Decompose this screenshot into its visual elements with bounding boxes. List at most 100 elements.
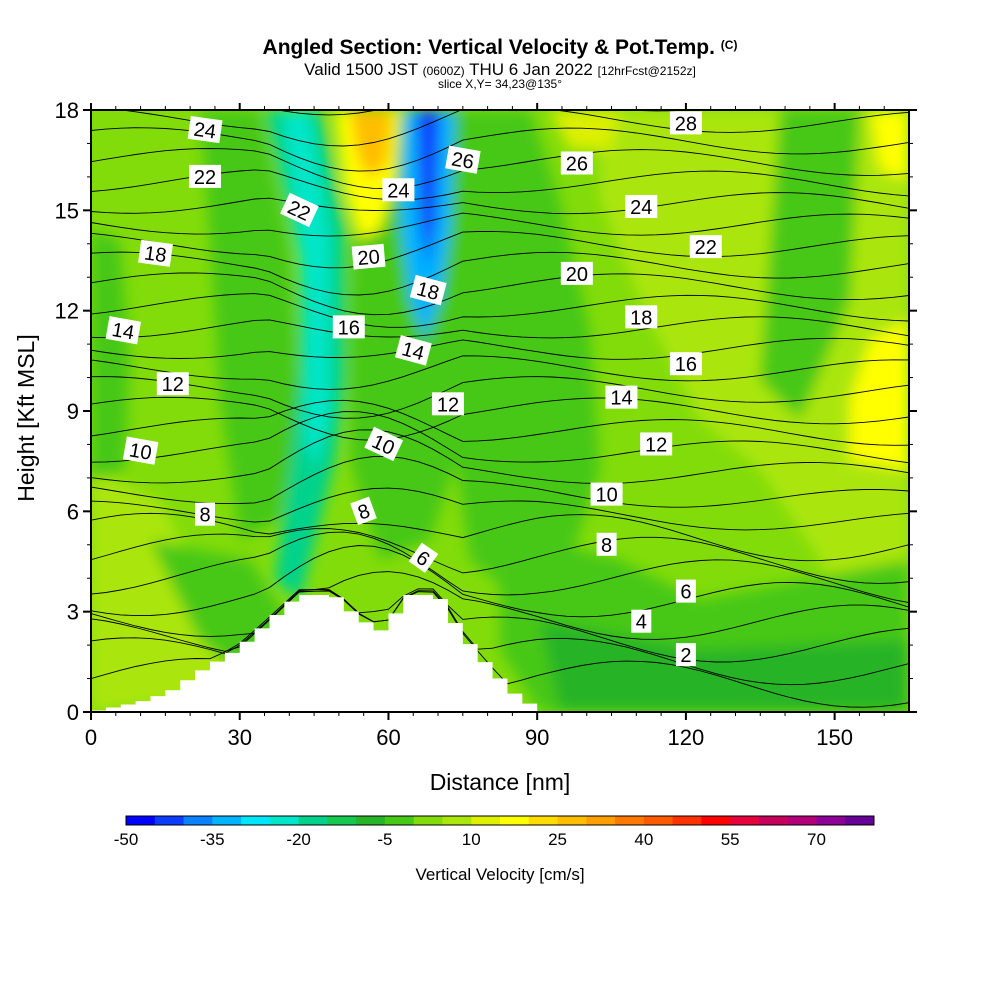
colorbar-swatch bbox=[500, 816, 530, 825]
isotherm-label: 14 bbox=[105, 316, 142, 345]
y-tick-label: 12 bbox=[55, 299, 79, 324]
colorbar-swatch bbox=[356, 816, 386, 825]
contour-line bbox=[91, 588, 909, 663]
colorbar-swatch bbox=[528, 816, 559, 825]
x-tick-label: 60 bbox=[376, 725, 400, 750]
svg-text:28: 28 bbox=[675, 113, 697, 135]
colorbar-swatch bbox=[615, 816, 645, 825]
y-tick-label: 9 bbox=[67, 399, 79, 424]
chart-valid-time: Valid 1500 JST (0600Z) THU 6 Jan 2022 [1… bbox=[0, 60, 1000, 80]
isotherm-label: 20 bbox=[560, 261, 593, 286]
isotherm-label: 10 bbox=[590, 482, 623, 507]
y-tick-label: 3 bbox=[67, 600, 79, 625]
y-tick-label: 0 bbox=[67, 700, 79, 725]
svg-text:20: 20 bbox=[357, 246, 381, 270]
chart-title: Angled Section: Vertical Velocity & Pot.… bbox=[0, 36, 1000, 60]
potential-temperature-contours bbox=[91, 110, 909, 708]
colorbar-swatch bbox=[471, 816, 501, 825]
svg-text:22: 22 bbox=[695, 237, 717, 259]
contour-line bbox=[91, 337, 909, 360]
svg-text:10: 10 bbox=[595, 485, 617, 507]
forecast-info: [12hrFcst@2152z] bbox=[597, 64, 696, 78]
svg-text:26: 26 bbox=[566, 154, 588, 176]
svg-text:24: 24 bbox=[387, 180, 409, 202]
colorbar-swatch bbox=[845, 816, 875, 825]
svg-text:16: 16 bbox=[338, 317, 360, 339]
svg-text:14: 14 bbox=[110, 319, 136, 345]
plot-area: 2422221814121082426201816141210862628242… bbox=[91, 110, 909, 712]
isotherm-label: 28 bbox=[669, 111, 702, 135]
colorbar-swatch bbox=[298, 816, 328, 825]
svg-text:6: 6 bbox=[680, 582, 691, 604]
contour-line bbox=[91, 316, 909, 339]
colorbar-tick-label: 40 bbox=[634, 830, 653, 849]
contour-line bbox=[91, 169, 909, 201]
colorbar-tick-label: 25 bbox=[548, 830, 567, 849]
colorbar-swatch bbox=[212, 816, 242, 825]
colorbar bbox=[125, 815, 875, 826]
isotherm-label: 12 bbox=[431, 392, 464, 416]
colorbar-swatch bbox=[816, 816, 846, 825]
isotherm-label: 22 bbox=[689, 235, 722, 259]
svg-text:8: 8 bbox=[199, 505, 210, 527]
contour-line bbox=[91, 212, 909, 237]
colorbar-swatch bbox=[643, 816, 674, 825]
colorbar-swatch bbox=[672, 816, 702, 825]
contour-line bbox=[91, 411, 909, 464]
isotherm-label: 10 bbox=[122, 436, 159, 465]
contour-line bbox=[91, 376, 909, 419]
colorbar-swatch bbox=[154, 816, 185, 825]
valid-date: THU 6 Jan 2022 bbox=[469, 60, 593, 79]
svg-text:16: 16 bbox=[675, 354, 697, 376]
isotherm-label: 22 bbox=[189, 164, 222, 189]
contour-line bbox=[91, 396, 909, 441]
svg-text:12: 12 bbox=[645, 434, 667, 456]
x-tick-label: 150 bbox=[816, 725, 853, 750]
svg-text:10: 10 bbox=[128, 439, 154, 465]
isotherm-label: 12 bbox=[640, 432, 673, 456]
colorbar-tick-label: 10 bbox=[462, 830, 481, 849]
colorbar-swatch bbox=[241, 816, 271, 825]
svg-text:8: 8 bbox=[601, 535, 612, 557]
y-tick-label: 18 bbox=[55, 98, 79, 123]
y-tick-label: 15 bbox=[55, 198, 79, 223]
contour-line bbox=[91, 455, 909, 508]
x-axis-label: Distance [nm] bbox=[430, 769, 571, 795]
colorbar-label: Vertical Velocity [cm/s] bbox=[415, 865, 584, 884]
isotherm-label: 24 bbox=[382, 178, 415, 202]
isotherm-label: 20 bbox=[351, 243, 386, 270]
contour-line bbox=[91, 251, 909, 296]
contour-line bbox=[91, 590, 909, 686]
contour-line bbox=[91, 230, 909, 269]
contour-line bbox=[91, 399, 909, 446]
colorbar-tick-label: -5 bbox=[377, 830, 392, 849]
isotherm-label: 24 bbox=[625, 194, 658, 219]
x-tick-label: 0 bbox=[85, 725, 97, 750]
colorbar-swatch bbox=[384, 816, 415, 825]
contour-line bbox=[91, 531, 909, 604]
contour-line bbox=[91, 487, 909, 531]
svg-text:4: 4 bbox=[636, 612, 647, 634]
colorbar-tick-labels: -50 -35 -20 -5 10 25 40 55 70 bbox=[114, 830, 826, 849]
isotherm-label: 2 bbox=[675, 643, 696, 667]
colorbar-tick-label: 70 bbox=[807, 830, 826, 849]
colorbar-swatch bbox=[701, 816, 731, 825]
contour-line bbox=[91, 192, 909, 215]
isotherm-label: 14 bbox=[394, 335, 432, 366]
colorbar-swatch bbox=[586, 816, 616, 825]
isotherm-label: 14 bbox=[605, 385, 638, 410]
colorbar-tick-label: -50 bbox=[114, 830, 139, 849]
isotherm-label: 18 bbox=[625, 305, 658, 329]
x-axis-ticks: 0 30 60 90 120 150 bbox=[85, 103, 885, 750]
x-tick-label: 90 bbox=[525, 725, 549, 750]
isotherm-label: 16 bbox=[669, 352, 702, 376]
isotherm-label: 26 bbox=[560, 151, 593, 176]
contour-line bbox=[91, 148, 909, 190]
x-tick-label: 30 bbox=[227, 725, 251, 750]
slice-info: slice X,Y= 34,23@135° bbox=[437, 77, 563, 91]
svg-text:24: 24 bbox=[192, 119, 217, 144]
isotherm-label: 8 bbox=[596, 532, 617, 557]
x-tick-label: 120 bbox=[668, 725, 705, 750]
svg-text:12: 12 bbox=[162, 374, 184, 396]
y-axis-label: Height [Kft MSL] bbox=[13, 334, 39, 501]
